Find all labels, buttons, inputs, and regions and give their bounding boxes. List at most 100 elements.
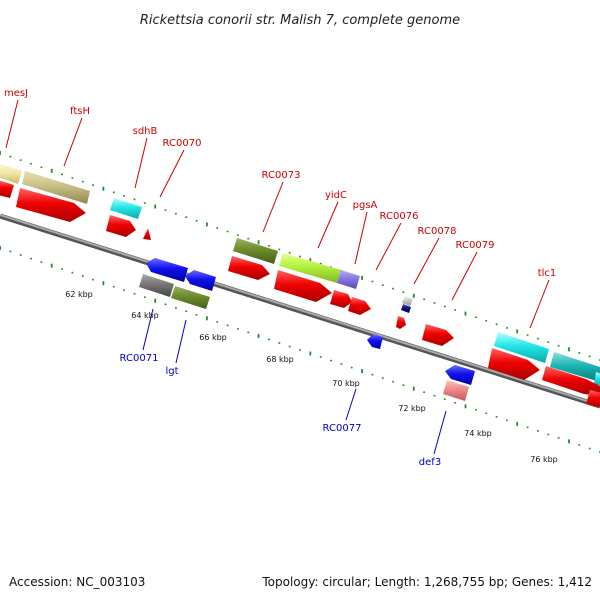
tick-mark: [568, 439, 570, 444]
gene-box-pink[interactable]: [443, 380, 469, 401]
gene-arrow-blue[interactable]: [146, 258, 188, 282]
gene-arrow-red[interactable]: [542, 366, 600, 396]
tick-mark: [50, 263, 53, 268]
forward-leader-line: [262, 181, 284, 233]
tick-mark: [247, 237, 250, 240]
forward-leader-line: [413, 237, 440, 285]
tick-mark: [568, 347, 570, 352]
gene-box-teal[interactable]: [550, 352, 600, 382]
tick-mark: [547, 433, 550, 436]
gene-arrow-red[interactable]: [16, 188, 86, 222]
gene-arrow-red[interactable]: [228, 256, 270, 280]
gene-arrow-red[interactable]: [0, 180, 14, 198]
tick-mark: [50, 168, 53, 173]
tick-mark: [9, 155, 12, 158]
tick-mark: [154, 298, 157, 303]
tick-mark: [340, 363, 343, 365]
forward-gene-label[interactable]: ftsH: [70, 106, 90, 117]
tick-mark: [392, 380, 394, 383]
gene-box-gray[interactable]: [139, 274, 174, 297]
tick-mark: [578, 444, 581, 446]
tick-mark: [371, 280, 374, 283]
tick-mark: [299, 255, 301, 258]
gene-box-lime[interactable]: [279, 253, 341, 283]
tick-mark: [547, 341, 550, 343]
gene-arrow-blue[interactable]: [185, 270, 216, 291]
tick-mark: [112, 191, 115, 194]
forward-gene-label[interactable]: RC0076: [380, 211, 419, 222]
tick-mark: [133, 198, 136, 201]
gene-arrow-red[interactable]: [106, 215, 136, 237]
kbp-label: 64 kbp: [131, 311, 159, 320]
tick-mark: [247, 331, 250, 334]
kbp-label: 72 kbp: [398, 404, 426, 413]
tick-mark: [392, 287, 394, 290]
tick-mark: [0, 151, 1, 155]
gene-arrow-red[interactable]: [586, 390, 600, 408]
genome-backbone: [0, 213, 600, 409]
gene-box-purple[interactable]: [337, 270, 360, 289]
gene-arrow-red[interactable]: [143, 228, 151, 240]
tick-mark: [464, 404, 467, 409]
forward-gene-label[interactable]: RC0079: [456, 240, 495, 251]
tick-mark: [226, 324, 229, 327]
gene-arrow-blue[interactable]: [367, 334, 383, 349]
tick-mark: [102, 186, 105, 191]
tick-mark: [268, 338, 270, 341]
gene-box-khaki[interactable]: [22, 171, 90, 204]
reverse-leader-line: [433, 410, 447, 455]
tick-mark: [81, 180, 84, 183]
tick-mark: [402, 291, 405, 293]
tick-mark: [143, 296, 146, 298]
gene-box-cyan-2[interactable]: [494, 332, 549, 363]
forward-leader-line: [134, 137, 148, 189]
gene-box-navy[interactable]: [401, 304, 411, 313]
forward-leader-line: [375, 222, 402, 271]
forward-gene-label[interactable]: RC0073: [262, 170, 301, 181]
tick-mark: [19, 159, 22, 161]
tick-mark: [526, 426, 529, 429]
tick-mark: [557, 344, 560, 347]
forward-gene-label[interactable]: mesJ: [4, 88, 28, 99]
gene-box-cream[interactable]: [0, 163, 22, 184]
tick-mark: [257, 240, 260, 245]
reverse-leader-line: [175, 319, 187, 364]
gene-box-olive-2[interactable]: [171, 286, 210, 309]
tick-mark: [454, 402, 457, 404]
gene-arrow-red[interactable]: [396, 316, 406, 329]
gene-arrow-red[interactable]: [274, 270, 332, 302]
forward-gene-label[interactable]: sdhB: [133, 126, 158, 137]
tick-mark: [92, 278, 94, 281]
gene-arrow-red[interactable]: [422, 324, 454, 346]
gene-box-olive[interactable]: [233, 238, 278, 264]
gene-box-silver[interactable]: [402, 296, 413, 306]
tick-mark: [402, 384, 405, 386]
forward-leader-line: [451, 251, 478, 301]
gene-box-cyan[interactable]: [110, 198, 142, 219]
forward-leader-line: [5, 99, 19, 149]
tick-mark: [588, 447, 591, 450]
tick-mark: [278, 248, 281, 251]
reverse-gene-label[interactable]: RC0071: [120, 353, 159, 364]
forward-gene-label[interactable]: tlc1: [538, 268, 557, 279]
forward-gene-label[interactable]: pgsA: [353, 200, 378, 211]
gene-arrow-red[interactable]: [348, 297, 371, 315]
tick-mark: [361, 369, 363, 374]
reverse-gene-label[interactable]: lgt: [165, 366, 178, 377]
gene-arrow-red[interactable]: [330, 290, 352, 308]
gene-arrow-blue[interactable]: [445, 365, 475, 385]
forward-gene-label[interactable]: yidC: [325, 190, 347, 201]
reverse-gene-label[interactable]: RC0077: [323, 423, 362, 434]
gene-arrow-red[interactable]: [488, 348, 540, 380]
tick-mark: [61, 268, 63, 270]
forward-gene-label[interactable]: RC0078: [418, 226, 457, 237]
tick-mark: [185, 310, 188, 313]
gene-box-cyan-3[interactable]: [594, 372, 600, 386]
forward-gene-label[interactable]: RC0070: [163, 138, 202, 149]
tick-mark: [371, 373, 374, 376]
kbp-label: 74 kbp: [464, 429, 492, 438]
tick-mark: [206, 222, 208, 227]
tick-mark: [381, 377, 384, 379]
reverse-gene-label[interactable]: def3: [419, 457, 441, 468]
tick-mark: [423, 298, 425, 301]
